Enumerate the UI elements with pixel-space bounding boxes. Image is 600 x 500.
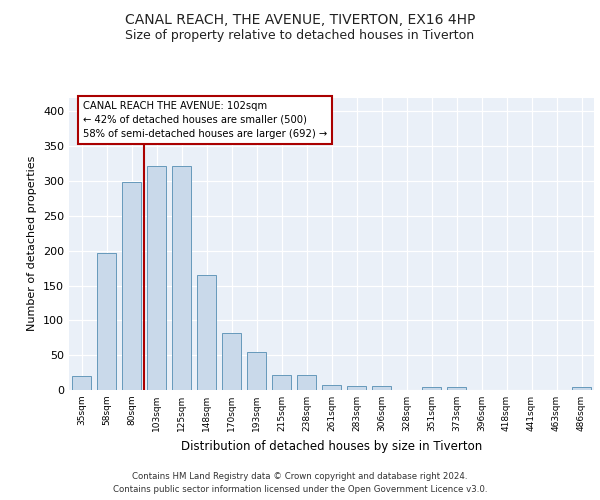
Bar (272, 376, 291, 390)
Bar (147, 166, 166, 390)
Bar (122, 182, 141, 390)
Text: CANAL REACH, THE AVENUE, TIVERTON, EX16 4HP: CANAL REACH, THE AVENUE, TIVERTON, EX16 … (125, 12, 475, 26)
Bar (322, 385, 341, 390)
Bar (422, 386, 441, 390)
Bar (572, 387, 591, 390)
Bar (372, 386, 391, 390)
Bar (247, 352, 266, 390)
Text: Contains HM Land Registry data © Crown copyright and database right 2024.
Contai: Contains HM Land Registry data © Crown c… (113, 472, 487, 494)
Bar (297, 374, 316, 390)
Bar (222, 333, 241, 390)
Text: CANAL REACH THE AVENUE: 102sqm
← 42% of detached houses are smaller (500)
58% of: CANAL REACH THE AVENUE: 102sqm ← 42% of … (83, 101, 327, 139)
Bar (172, 166, 191, 390)
Bar (347, 386, 366, 390)
Bar (72, 376, 91, 390)
Y-axis label: Number of detached properties: Number of detached properties (28, 156, 37, 332)
Text: Size of property relative to detached houses in Tiverton: Size of property relative to detached ho… (125, 29, 475, 42)
Bar (97, 253, 116, 390)
Bar (447, 386, 466, 390)
X-axis label: Distribution of detached houses by size in Tiverton: Distribution of detached houses by size … (181, 440, 482, 452)
Bar (197, 275, 216, 390)
